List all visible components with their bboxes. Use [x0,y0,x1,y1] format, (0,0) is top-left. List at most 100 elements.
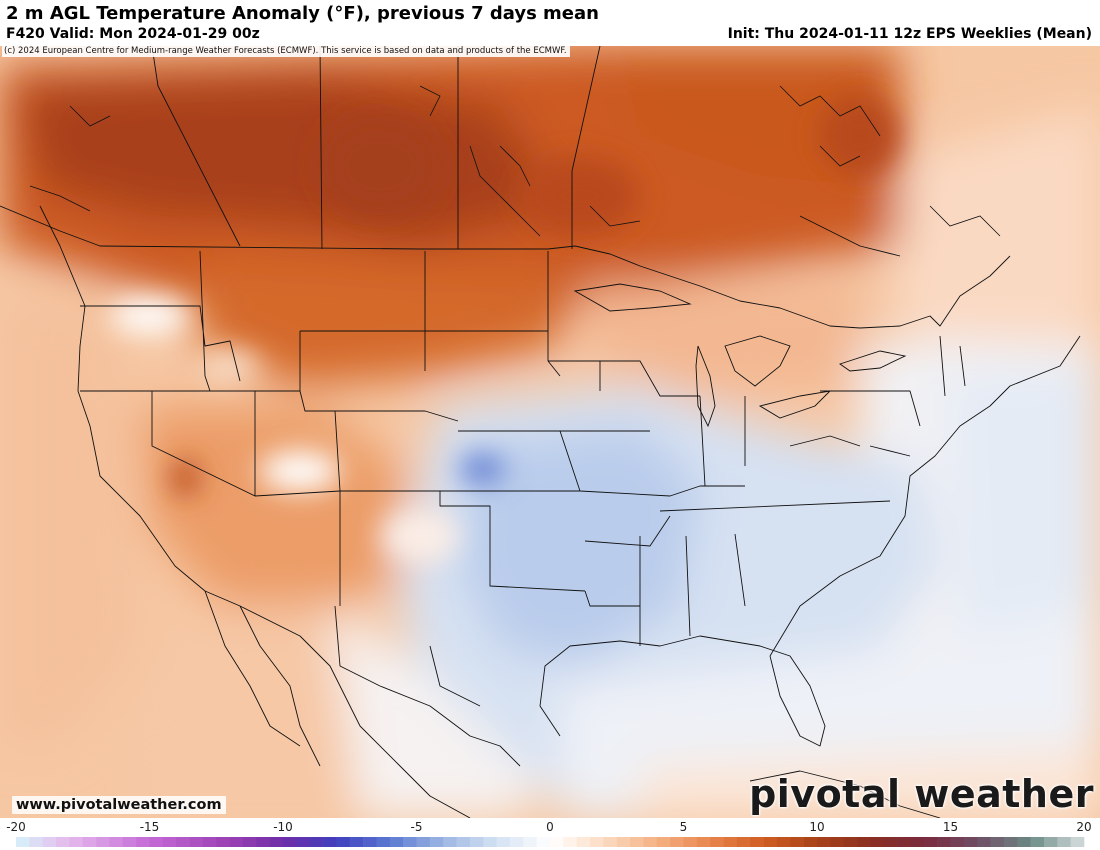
colorbar-cell [69,837,84,847]
colorbar-tick-label: 5 [680,820,688,834]
colorbar-cell [429,837,444,847]
colorbar-cell [189,837,204,847]
forecast-valid-time: F420 Valid: Mon 2024-01-29 00z [6,26,260,42]
colorbar-cell [56,837,70,847]
colorbar-cell [149,837,164,847]
colorbar-cell [42,837,57,847]
colorbar-cell [536,837,551,847]
colorbar-cell [723,837,738,847]
colorbar-cell [389,837,404,847]
colorbar-cell [136,837,150,847]
colorbar-cell [483,837,497,847]
colorbar-cell [202,837,217,847]
colorbar-cell [696,837,711,847]
model-init-time: Init: Thu 2024-01-11 12z EPS Weeklies (M… [727,26,1092,42]
colorbar-cell [403,837,417,847]
colorbar-cell [843,837,858,847]
colorbar-tick-labels: -20 -15 -10 -5 0 5 10 15 20 [6,820,1091,834]
colorbar-cell [576,837,591,847]
mexico-internal-borders [334,605,521,767]
colorbar-tick-label: 15 [943,820,958,834]
ecmwf-copyright: (c) 2024 European Centre for Medium-rang… [2,46,570,57]
colorbar-cell [630,837,644,847]
colorbar-cell [162,837,177,847]
colorbar-cell [590,837,604,847]
colorbar-cell [963,837,978,847]
colorbar-cell [977,837,991,847]
us-canada-border [0,205,1011,329]
colorbar-cell [1070,837,1085,847]
colorbar-cell [309,837,324,847]
colorbar-cell [750,837,764,847]
canadian-lakes [29,85,1001,237]
us-state-borders [80,250,966,646]
colorbar-cell [456,837,471,847]
colorbar-cell [16,837,30,847]
colorbar-cell [950,837,965,847]
colorbar-cell [790,837,804,847]
cuba-coastline [749,770,941,818]
map-header: 2 m AGL Temperature Anomaly (°F), previo… [0,0,1100,46]
colorbar-cell [1057,837,1071,847]
colorbar-cell [496,837,511,847]
baja-coastline [204,590,321,767]
site-url[interactable]: www.pivotalweather.com [12,796,226,814]
colorbar-cell [763,837,778,847]
colorbar-cell [176,837,190,847]
colorbar-canvas: -20 -15 -10 -5 0 5 10 15 20 [6,820,1092,847]
colorbar-cell [616,837,631,847]
colorbar-cell [670,837,684,847]
colorbar-cell [857,837,871,847]
colorbar: -20 -15 -10 -5 0 5 10 15 20 [0,818,1100,850]
colorbar-cell [736,837,751,847]
colorbar-cell [937,837,951,847]
colorbar-cell [656,837,671,847]
colorbar-cell [283,837,297,847]
colorbar-tick-label: -15 [140,820,160,834]
colorbar-cell [323,837,337,847]
colorbar-cell [990,837,1005,847]
colorbar-cell [1043,837,1058,847]
colorbar-cell [229,837,244,847]
colorbar-tick-label: 0 [546,820,554,834]
colorbar-cell [296,837,310,847]
colorbar-cell [910,837,925,847]
anomaly-shading [0,46,1100,818]
colorbar-cell [109,837,124,847]
political-boundaries [0,46,1081,818]
east-coastline [769,335,1081,657]
colorbar-cell [216,837,230,847]
colorbar-cell [870,837,885,847]
colorbar-cell [1017,837,1031,847]
colorbar-tick-label: -5 [411,820,423,834]
colorbar-cell [469,837,484,847]
colorbar-cell [776,837,791,847]
colorbar-cell [923,837,938,847]
colorbar-cell [523,837,537,847]
colorbar-cell [550,837,564,847]
colorbar-cell [82,837,97,847]
colorbar-cell [803,837,818,847]
colorbar-cell [443,837,457,847]
colorbar-cell [349,837,364,847]
colorbar-cell [603,837,618,847]
colorbar-cell [683,837,698,847]
map-canvas [0,46,1100,818]
canada-province-borders [151,46,901,257]
mexico-coastline [239,605,471,818]
colorbar-cell [269,837,284,847]
colorbar-cell [242,837,257,847]
colorbar-cell [883,837,898,847]
pivotal-weather-logo: pivotal weather [749,772,1094,816]
colorbar-cell [256,837,270,847]
colorbar-cell [830,837,844,847]
map-title: 2 m AGL Temperature Anomaly (°F), previo… [6,3,599,24]
colorbar-tick-label: -20 [6,820,26,834]
colorbar-cell [96,837,110,847]
colorbar-cell [376,837,391,847]
colorbar-cell [416,837,431,847]
colorbar-tick-label: 20 [1076,820,1091,834]
colorbar-cell [643,837,658,847]
colorbar-cell [363,837,377,847]
colorbar-cell [897,837,911,847]
